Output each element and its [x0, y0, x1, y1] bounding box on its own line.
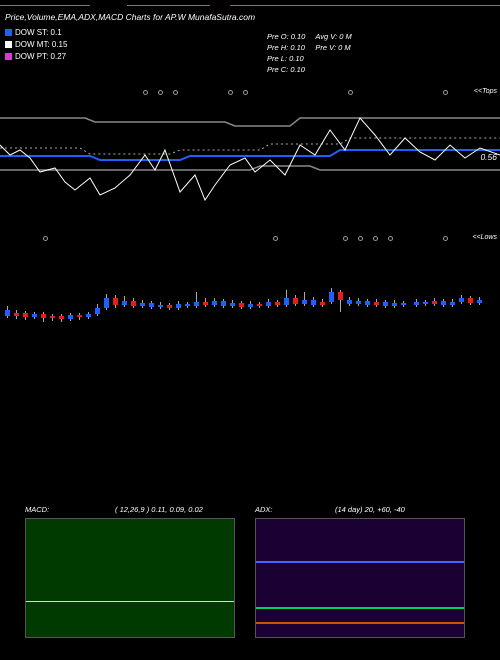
macd-title: MACD:: [25, 505, 49, 514]
adx-line: [256, 622, 464, 624]
macd-line: [26, 601, 234, 602]
adx-params: (14 day) 20, +60, -40: [335, 505, 405, 514]
macd-panel: [25, 518, 235, 638]
adx-title: ADX:: [255, 505, 273, 514]
macd-params: ( 12,26,9 ) 0.11, 0.09, 0.02: [115, 505, 203, 514]
adx-line: [256, 607, 464, 609]
adx-panel: [255, 518, 465, 638]
candlestick-chart: [0, 0, 500, 360]
adx-line: [256, 561, 464, 563]
